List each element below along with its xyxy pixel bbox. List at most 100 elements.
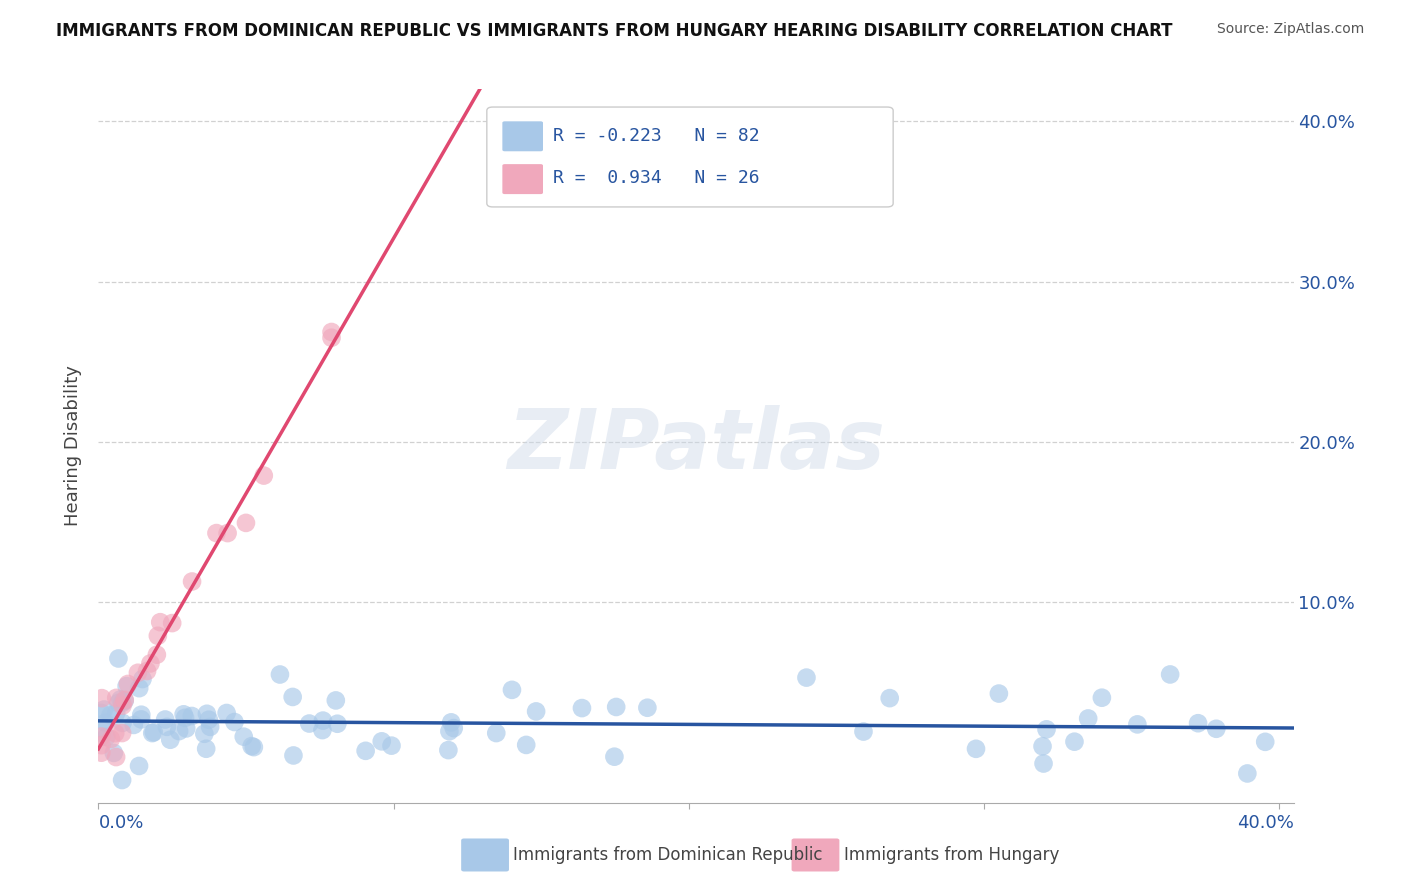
Point	[105, 750, 128, 764]
Point	[90, 738, 112, 752]
Point	[1126, 717, 1149, 731]
Point	[139, 657, 162, 671]
Text: IMMIGRANTS FROM DOMINICAN REPUBLIC VS IMMIGRANTS FROM HUNGARY HEARING DISABILITY: IMMIGRANTS FROM DOMINICAN REPUBLIC VS IM…	[56, 22, 1173, 40]
Point	[128, 759, 150, 773]
Point	[111, 726, 134, 740]
Point	[253, 468, 276, 483]
Point	[107, 696, 129, 710]
Point	[174, 722, 197, 736]
Point	[128, 681, 150, 695]
Point	[439, 724, 461, 739]
Point	[111, 715, 134, 730]
Point	[96, 730, 118, 744]
Point	[198, 720, 221, 734]
Point	[94, 715, 117, 730]
Point	[879, 691, 901, 706]
Text: R = -0.223   N = 82: R = -0.223 N = 82	[553, 127, 759, 145]
Point	[437, 743, 460, 757]
Point	[90, 730, 112, 744]
Point	[100, 708, 122, 723]
Point	[105, 690, 128, 705]
Point	[1205, 722, 1227, 736]
Point	[232, 730, 254, 744]
Point	[193, 727, 215, 741]
Point	[160, 616, 183, 631]
Point	[156, 720, 179, 734]
Point	[440, 715, 463, 730]
Point	[181, 574, 204, 589]
Point	[325, 693, 347, 707]
Point	[1091, 690, 1114, 705]
Point	[380, 739, 402, 753]
Text: 0.0%: 0.0%	[98, 814, 143, 832]
Point	[1187, 716, 1209, 731]
Point	[136, 664, 159, 678]
Point	[90, 706, 112, 720]
Point	[243, 740, 266, 755]
Point	[107, 651, 129, 665]
Point	[224, 714, 246, 729]
Point	[215, 706, 238, 720]
Point	[127, 665, 149, 680]
Point	[90, 691, 112, 706]
Point	[1077, 711, 1099, 725]
Point	[326, 716, 349, 731]
Point	[167, 724, 190, 739]
Point	[110, 692, 132, 706]
Point	[524, 705, 547, 719]
Text: Source: ZipAtlas.com: Source: ZipAtlas.com	[1216, 22, 1364, 37]
Point	[311, 723, 333, 737]
FancyBboxPatch shape	[502, 121, 543, 152]
Point	[131, 672, 153, 686]
Point	[217, 526, 239, 541]
Point	[312, 714, 335, 728]
Point	[103, 746, 125, 760]
Point	[485, 726, 508, 740]
Point	[153, 713, 176, 727]
Point	[603, 749, 626, 764]
Point	[1236, 766, 1258, 780]
Point	[443, 721, 465, 735]
Point	[117, 677, 139, 691]
Point	[1254, 735, 1277, 749]
Point	[298, 716, 321, 731]
Point	[198, 713, 221, 727]
Point	[111, 696, 134, 710]
Point	[283, 748, 305, 763]
Point	[180, 709, 202, 723]
Point	[146, 629, 169, 643]
Text: ZIPatlas: ZIPatlas	[508, 406, 884, 486]
Point	[605, 700, 627, 714]
Point	[159, 732, 181, 747]
Point	[987, 687, 1010, 701]
Point	[114, 693, 136, 707]
Point	[149, 615, 172, 630]
Point	[114, 694, 136, 708]
Text: Immigrants from Dominican Republic: Immigrants from Dominican Republic	[513, 846, 823, 863]
Point	[281, 690, 304, 704]
Point	[321, 325, 343, 339]
Point	[90, 746, 112, 760]
Point	[1035, 723, 1057, 737]
Point	[93, 702, 115, 716]
Point	[105, 706, 128, 720]
Point	[111, 698, 134, 713]
Point	[1063, 734, 1085, 748]
Point	[104, 726, 127, 740]
Point	[122, 718, 145, 732]
Point	[129, 707, 152, 722]
Point	[240, 739, 263, 753]
Text: Immigrants from Hungary: Immigrants from Hungary	[844, 846, 1059, 863]
Point	[195, 706, 218, 721]
Point	[354, 744, 377, 758]
Point	[195, 741, 218, 756]
Point	[129, 713, 152, 727]
Point	[636, 700, 658, 714]
Point	[111, 772, 134, 787]
Y-axis label: Hearing Disability: Hearing Disability	[65, 366, 83, 526]
Point	[235, 516, 257, 530]
FancyBboxPatch shape	[486, 107, 893, 207]
Point	[571, 701, 593, 715]
Point	[965, 741, 987, 756]
Point	[91, 722, 114, 736]
